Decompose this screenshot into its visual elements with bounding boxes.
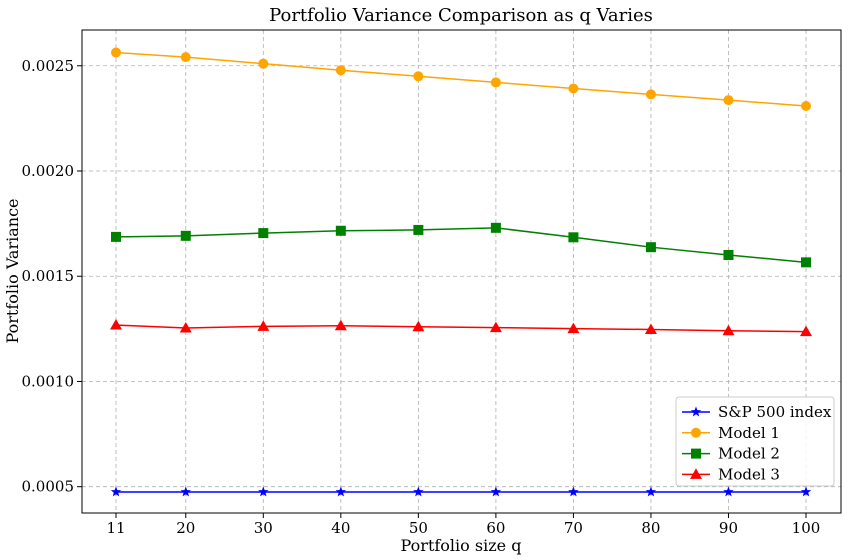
- data-point: [800, 325, 812, 337]
- chart-title: Portfolio Variance Comparison as q Varie…: [269, 5, 653, 26]
- legend-box: [675, 396, 835, 487]
- x-tick-label: 70: [564, 519, 583, 537]
- data-point: [180, 486, 192, 497]
- legend-marker: [690, 468, 702, 479]
- data-point: [412, 320, 425, 332]
- legend: S&P 500 index Model 1 Model 2 Model 3: [675, 396, 835, 487]
- series-model-3: [110, 319, 812, 337]
- data-point: [413, 486, 424, 497]
- data-point: [180, 52, 191, 63]
- data-point: [801, 257, 811, 268]
- data-point: [568, 232, 579, 243]
- data-point: [723, 95, 734, 106]
- data-point: [258, 486, 269, 497]
- y-tick-label: 0.0025: [22, 57, 75, 75]
- legend-entry: S&P 500 index: [682, 403, 832, 421]
- series-s-p-500-index: [110, 486, 812, 497]
- x-tick-label: 50: [409, 519, 428, 537]
- data-point: [111, 47, 121, 58]
- legend-marker: [691, 427, 701, 438]
- data-point: [257, 320, 270, 331]
- data-point: [490, 486, 502, 497]
- legend-marker: [691, 448, 701, 459]
- x-tick-label: 60: [486, 519, 505, 537]
- data-point: [335, 225, 346, 236]
- data-point: [645, 89, 656, 100]
- data-point: [644, 323, 657, 334]
- x-tick-label: 80: [641, 519, 660, 537]
- data-point: [180, 230, 191, 241]
- data-point: [258, 228, 269, 239]
- series-model-1: [111, 47, 811, 111]
- data-point: [111, 231, 121, 242]
- grid-lines: [82, 30, 841, 513]
- plot-frame: [81, 29, 842, 514]
- data-point: [645, 242, 656, 253]
- legend-entry: Model 1: [682, 424, 780, 442]
- series-line: [115, 227, 807, 264]
- data-point: [800, 486, 812, 497]
- y-tick-label: 0.0015: [22, 267, 75, 285]
- x-axis-label: Portfolio size q: [401, 536, 522, 555]
- data-point: [110, 319, 122, 330]
- data-point: [722, 324, 735, 336]
- y-tick-label: 0.0005: [22, 478, 75, 496]
- legend-label: S&P 500 index: [718, 403, 832, 421]
- data-point: [645, 486, 657, 497]
- data-point: [413, 71, 424, 82]
- data-point: [568, 486, 579, 497]
- y-tick-label: 0.0020: [22, 162, 75, 180]
- data-point: [335, 486, 347, 497]
- data-point: [723, 486, 734, 497]
- data-point: [335, 65, 346, 76]
- y-axis-label: Portfolio Variance: [3, 199, 22, 344]
- data-point: [567, 322, 580, 334]
- legend-entry: Model 2: [682, 445, 780, 463]
- legend-label: Model 3: [718, 465, 780, 483]
- data-point: [489, 321, 502, 333]
- legend-entry: Model 3: [682, 465, 780, 483]
- data-point: [723, 249, 734, 260]
- data-point: [490, 222, 501, 233]
- x-tick-label: 11: [106, 519, 125, 537]
- series-line: [115, 324, 807, 333]
- data-point: [258, 58, 269, 69]
- data-point: [179, 322, 192, 333]
- legend-marker: [690, 406, 702, 417]
- series-model-2: [111, 222, 811, 268]
- data-point: [568, 83, 579, 94]
- x-tick-label: 20: [176, 519, 195, 537]
- data-point: [490, 77, 501, 88]
- legend-label: Model 2: [718, 445, 780, 463]
- data-point: [334, 319, 347, 331]
- y-tick-label: 0.0010: [22, 372, 75, 390]
- data-point: [413, 224, 424, 235]
- series-layer: [110, 47, 812, 497]
- x-tick-label: 40: [331, 519, 350, 537]
- x-tick-label: 100: [792, 519, 821, 537]
- series-line: [115, 51, 807, 107]
- data-point: [801, 100, 811, 111]
- legend-label: Model 1: [718, 424, 780, 442]
- x-tick-label: 30: [254, 519, 273, 537]
- axis-ticks: 11 20 30 40 50 60 70 80 90 100 0.0005 0.0010 0.0015 0…: [22, 57, 821, 537]
- data-point: [110, 486, 122, 497]
- x-tick-label: 90: [719, 519, 738, 537]
